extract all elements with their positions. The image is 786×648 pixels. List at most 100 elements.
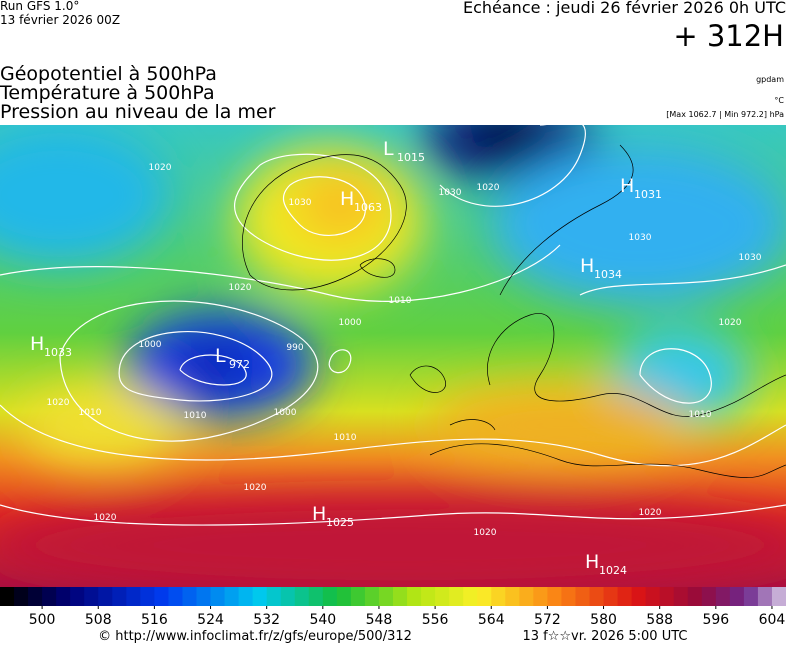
center-value: 1015 [397, 151, 425, 164]
swatch [729, 587, 745, 606]
isobar-label: 1020 [474, 528, 497, 538]
swatch [336, 587, 352, 606]
isobar-label: 1020 [149, 163, 172, 173]
center-letter: H [620, 175, 634, 197]
tick-label: 588 [646, 612, 673, 628]
tick-label: 500 [29, 612, 56, 628]
swatch [589, 587, 605, 606]
isobar-label: 1010 [184, 411, 207, 421]
tick-label: 532 [253, 612, 280, 628]
swatch [519, 587, 534, 606]
swatch [56, 587, 71, 606]
swatch [561, 587, 576, 606]
center-letter: L [383, 138, 394, 160]
tick-label: 524 [197, 612, 224, 628]
center-value: 1024 [599, 564, 627, 577]
tick-label: 508 [85, 612, 112, 628]
swatch [196, 587, 212, 606]
swatch [252, 587, 268, 606]
swatch [435, 587, 450, 606]
field: Pression au niveau de la mer [0, 101, 276, 123]
isobar-label: 1020 [244, 483, 267, 493]
coastlines [242, 144, 786, 478]
isobar-label: 1020 [719, 318, 742, 328]
isobar-label: 1030 [289, 198, 312, 208]
swatch [757, 587, 773, 606]
swatch [378, 587, 394, 606]
isobar-label: 1000 [139, 340, 162, 350]
tick-label: 596 [702, 612, 729, 628]
unit: gpdam [756, 75, 784, 84]
swatch [603, 587, 619, 606]
swatch [673, 587, 689, 606]
swatch [645, 587, 661, 606]
swatch [407, 587, 422, 606]
center-value: 1034 [594, 268, 622, 281]
tick-label: 516 [141, 612, 168, 628]
swatch [140, 587, 155, 606]
footer-url: © http://www.infoclimat.fr/z/gfs/europe/… [98, 629, 412, 644]
field: Géopotentiel à 500hPa [0, 63, 217, 85]
swatch [575, 587, 590, 606]
swatch [238, 587, 254, 606]
swatch [14, 587, 29, 606]
swatch [659, 587, 675, 606]
swatch [701, 587, 717, 606]
isobar-label: 990 [286, 343, 303, 353]
swatch [350, 587, 366, 606]
isobar-label: 1010 [389, 296, 412, 306]
isobar-label: 1010 [689, 410, 712, 420]
unit: °C [774, 96, 784, 105]
swatch [168, 587, 183, 606]
swatch [182, 587, 197, 606]
colorbar: © http://www.infoclimat.fr/z/gfs/europe/… [0, 587, 786, 644]
swatch [393, 587, 408, 606]
field: Température à 500hPa [0, 82, 215, 104]
unit: [Max 1062.7 | Min 972.2] hPa [666, 110, 784, 119]
isobar-label: 1030 [739, 253, 762, 263]
swatch [364, 587, 380, 606]
isobar-label: 1010 [334, 433, 357, 443]
swatch [280, 587, 296, 606]
center-letter: H [580, 255, 594, 277]
swatch [0, 587, 15, 606]
isobar-label: 1000 [339, 318, 362, 328]
tick-label: 580 [590, 612, 617, 628]
isobar-label: 1020 [477, 183, 500, 193]
swatch [308, 587, 324, 606]
footer-time: 13 f☆☆vr. 2026 5:00 UTC [523, 629, 688, 644]
swatch [112, 587, 127, 606]
isobar-label: 1020 [229, 283, 252, 293]
isobar-label: 1020 [47, 398, 70, 408]
center-value: 1025 [326, 516, 354, 529]
swatch [617, 587, 633, 606]
tick-label: 572 [534, 612, 561, 628]
swatch [743, 587, 759, 606]
swatch [421, 587, 436, 606]
run: Run GFS 1.0° [0, 0, 80, 13]
tick-label: 548 [366, 612, 393, 628]
swatch [70, 587, 85, 606]
center-letter: L [215, 345, 226, 367]
swatch [266, 587, 282, 606]
tick-label: 604 [759, 612, 786, 628]
isobar-label: 1020 [639, 508, 662, 518]
swatch [687, 587, 703, 606]
center-value: 972 [229, 358, 250, 371]
swatch [154, 587, 169, 606]
center-value: 1033 [44, 346, 72, 359]
swatch [463, 587, 478, 606]
swatch [449, 587, 464, 606]
isobars [0, 125, 786, 526]
swatch [42, 587, 57, 606]
isobar-label: 1010 [79, 408, 102, 418]
center-letter: H [340, 188, 354, 210]
swatch [84, 587, 99, 606]
isobar-label: 1030 [439, 188, 462, 198]
forecast: Echéance : jeudi 26 février 2026 0h UTC [462, 0, 786, 17]
swatch [491, 587, 506, 606]
swatch [477, 587, 492, 606]
swatch [547, 587, 562, 606]
swatch [505, 587, 520, 606]
